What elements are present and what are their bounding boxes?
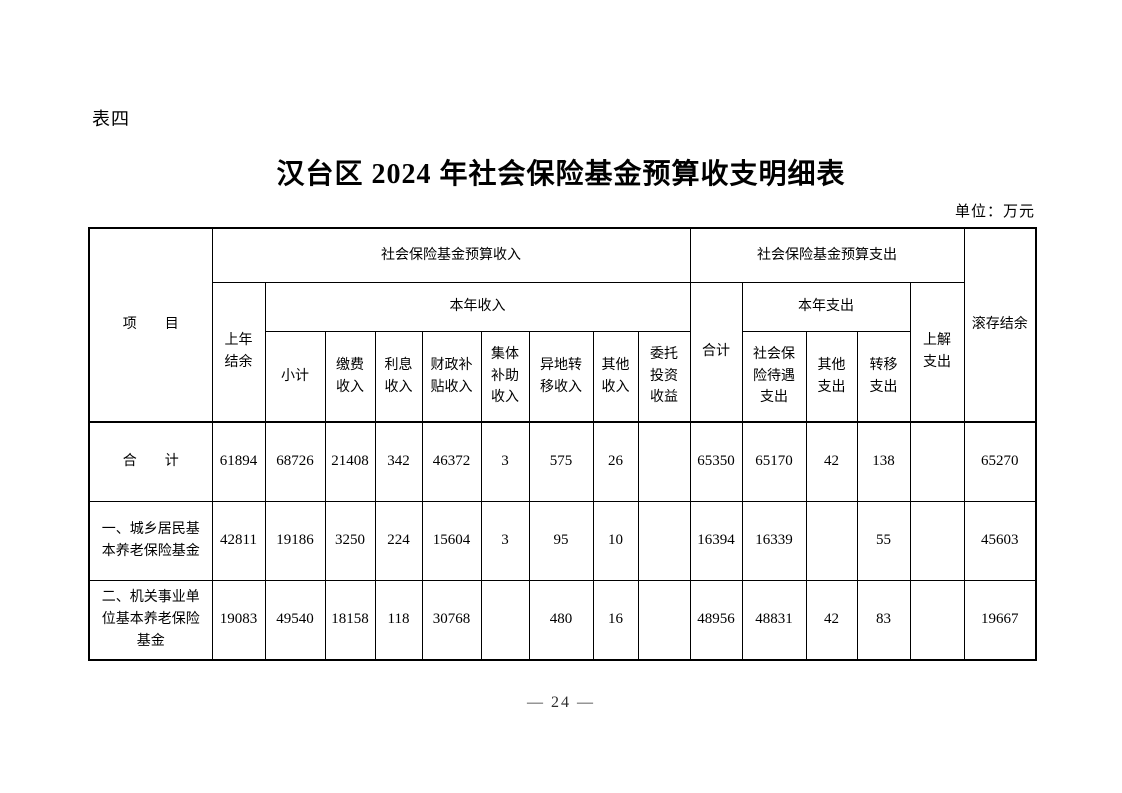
data-cell: 55	[856, 501, 911, 581]
header-current-year-expenditure: 本年支出	[741, 282, 911, 332]
header-fiscal-subsidy-income: 财政补 贴收入	[421, 331, 482, 423]
data-cell: 3250	[324, 501, 376, 581]
data-cell: 16	[592, 580, 639, 661]
document-title: 汉台区 2024 年社会保险基金预算收支明细表	[276, 159, 846, 190]
data-cell: 42	[805, 580, 858, 661]
data-cell: 224	[374, 501, 423, 581]
header-expenditure-group: 社会保险基金预算支出	[689, 227, 965, 283]
data-cell: 49540	[264, 580, 326, 661]
data-cell: 68726	[264, 421, 326, 502]
data-cell: 342	[374, 421, 423, 502]
header-entrusted-investment-income: 委托 投资 收益	[637, 331, 691, 423]
header-other-expense: 其他 支出	[805, 331, 858, 423]
data-cell: 65270	[963, 421, 1037, 502]
header-current-year-revenue: 本年收入	[264, 282, 691, 332]
data-cell: 118	[374, 580, 423, 661]
data-cell: 3	[480, 501, 530, 581]
row-label: 二、机关事业单 位基本养老保险 基金	[88, 580, 213, 661]
data-cell: 26	[592, 421, 639, 502]
data-cell: 10	[592, 501, 639, 581]
header-collective-subsidy-income: 集体 补助 收入	[480, 331, 530, 423]
header-row-groups: 项 目 社会保险基金预算收入 社会保险基金预算支出 滚存结余	[88, 227, 1037, 423]
table-row-government-institution-pension-fund: 二、机关事业单 位基本养老保险 基金 19083 49540 18158 118…	[88, 580, 1037, 661]
header-row-sub: 小计 缴费 收入 利息 收入 财政补 贴收入 集体 补助 收入 异地转 移收入 …	[89, 331, 1036, 423]
header-prev-year-balance: 上年 结余	[211, 282, 266, 423]
data-cell: 95	[528, 501, 594, 581]
header-transfer-expense: 转移 支出	[856, 331, 911, 423]
data-cell: 42811	[211, 501, 266, 581]
data-cell: 19667	[963, 580, 1037, 661]
data-cell: 42	[805, 421, 858, 502]
data-cell	[637, 501, 691, 581]
data-cell: 480	[528, 580, 594, 661]
data-cell: 15604	[421, 501, 482, 581]
data-cell: 65170	[741, 421, 807, 502]
data-cell	[909, 580, 965, 661]
page-number: — 24 —	[527, 694, 595, 711]
data-cell: 83	[856, 580, 911, 661]
header-subtotal: 小计	[264, 331, 326, 423]
data-cell: 45603	[963, 501, 1037, 581]
header-contribution-income: 缴费 收入	[324, 331, 376, 423]
header-interest-income: 利息 收入	[374, 331, 423, 423]
data-cell: 16394	[689, 501, 743, 581]
data-cell: 61894	[211, 421, 266, 502]
header-social-benefit-expense: 社会保 险待遇 支出	[741, 331, 807, 423]
data-cell	[909, 421, 965, 502]
table-row-urban-rural-pension-fund: 一、城乡居民基 本养老保险基金 42811 19186 3250 224 156…	[88, 501, 1037, 581]
unit-note: 单位：万元	[954, 204, 1035, 220]
data-cell: 21408	[324, 421, 376, 502]
data-cell: 16339	[741, 501, 807, 581]
data-cell: 48831	[741, 580, 807, 661]
data-cell: 19083	[211, 580, 266, 661]
data-cell: 48956	[689, 580, 743, 661]
data-cell: 19186	[264, 501, 326, 581]
table-row-total: 合 计 61894 68726 21408 342 46372 3 575 26…	[88, 421, 1037, 502]
table-label: 表四	[92, 109, 130, 129]
header-rolling-balance: 滚存结余	[963, 227, 1037, 423]
budget-table: 项 目 社会保险基金预算收入 社会保险基金预算支出 滚存结余 上年 结余 本年收…	[88, 227, 1038, 661]
data-cell: 18158	[324, 580, 376, 661]
header-transfer-in-income: 异地转 移收入	[528, 331, 594, 423]
data-cell	[805, 501, 858, 581]
header-other-income: 其他 收入	[592, 331, 639, 423]
data-cell	[637, 421, 691, 502]
header-upward-remittance: 上解 支出	[909, 282, 965, 423]
header-exp-total: 合计	[689, 282, 743, 423]
data-cell: 46372	[421, 421, 482, 502]
data-cell	[480, 580, 530, 661]
row-label: 一、城乡居民基 本养老保险基金	[88, 501, 213, 581]
row-label: 合 计	[88, 421, 213, 502]
data-cell: 65350	[689, 421, 743, 502]
data-cell: 138	[856, 421, 911, 502]
header-revenue-group: 社会保险基金预算收入	[211, 227, 691, 283]
data-cell: 30768	[421, 580, 482, 661]
header-item: 项 目	[88, 227, 213, 423]
data-cell	[637, 580, 691, 661]
data-cell: 3	[480, 421, 530, 502]
data-cell	[909, 501, 965, 581]
header-row-mid: 上年 结余 本年收入 合计 本年支出 上解 支出	[89, 282, 1036, 423]
data-cell: 575	[528, 421, 594, 502]
